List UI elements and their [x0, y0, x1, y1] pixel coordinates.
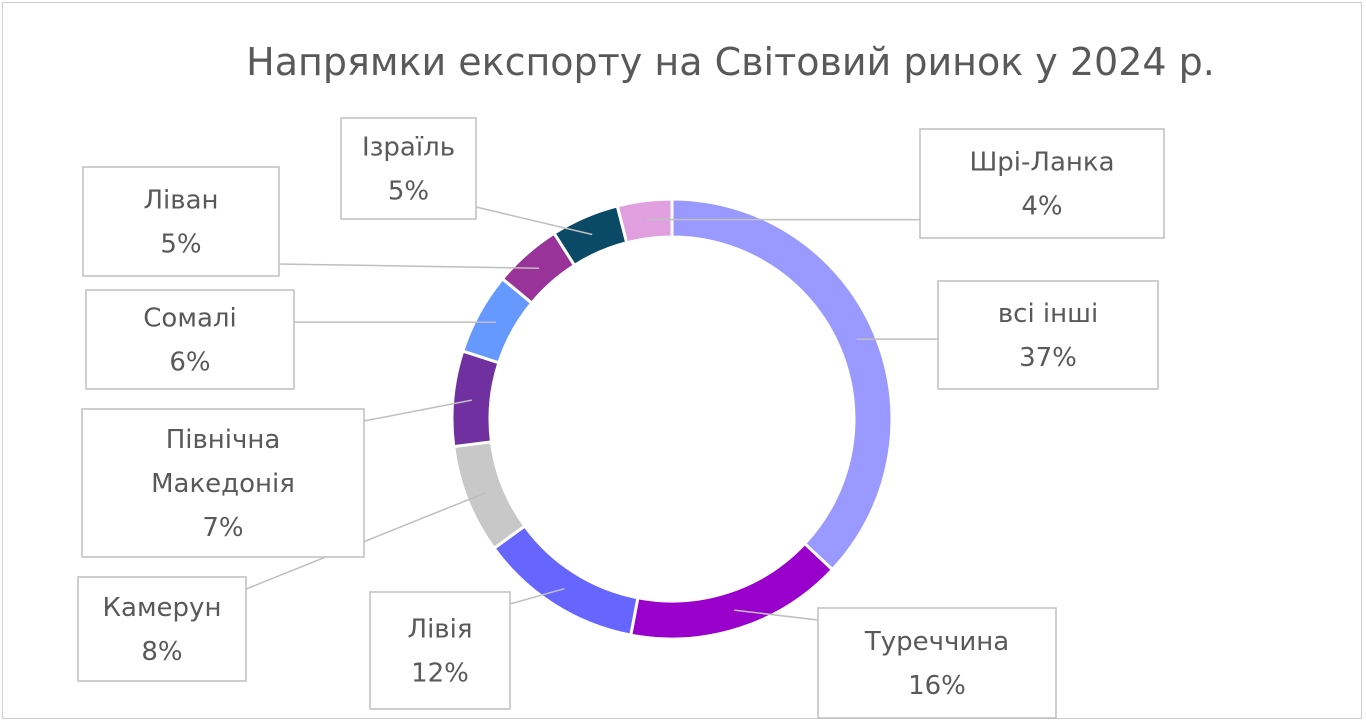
callout-box	[369, 591, 511, 710]
leader-line	[734, 609, 819, 621]
chart-title: Напрямки експорту на Світовий ринок у 20…	[246, 40, 1215, 84]
callout-box	[82, 166, 280, 277]
data-label-category: Ліван	[143, 186, 218, 216]
donut-slice	[670, 197, 894, 572]
data-label-value: 12%	[411, 659, 469, 689]
leader-line	[363, 399, 473, 422]
data-label-value: 4%	[1021, 192, 1062, 222]
data-label-category: Північна	[166, 425, 281, 455]
data-label-value: 5%	[388, 177, 429, 207]
leader-line	[509, 587, 565, 605]
data-label-value: 37%	[1019, 343, 1077, 373]
leader-line	[278, 263, 540, 269]
data-label-category: Камерун	[103, 593, 222, 623]
data-label-value: 6%	[169, 348, 210, 378]
data-labels: всі інші 37% Туреччина 16% Лівія 12% Камерун 8%…	[77, 117, 1165, 719]
data-label-category: Туреччина	[864, 627, 1009, 657]
data-label-value: 7%	[202, 513, 243, 543]
callout-box	[919, 128, 1165, 239]
callout-box	[81, 408, 365, 558]
callout-box	[937, 280, 1159, 390]
donut-slice	[615, 197, 674, 245]
data-label-category: Ізраїль	[362, 133, 455, 163]
data-label-value: 16%	[908, 671, 966, 701]
callout-box	[340, 117, 477, 220]
data-label-value: 5%	[160, 230, 201, 260]
slices	[450, 197, 894, 641]
callout-box	[817, 607, 1057, 719]
data-label-category: Лівія	[408, 615, 473, 645]
donut-slice	[491, 523, 640, 637]
leader-line	[475, 206, 593, 236]
donut-slice	[452, 440, 527, 551]
data-label-category: Македонія	[151, 469, 295, 499]
data-label-category: всі інші	[998, 299, 1098, 329]
data-label-value: 8%	[141, 637, 182, 667]
donut-slice	[629, 541, 835, 641]
callout-box	[85, 289, 295, 390]
data-label-category: Шрі-Ланка	[969, 148, 1114, 178]
callout-box	[77, 576, 247, 682]
leader-line	[245, 492, 486, 590]
donut-slice	[450, 349, 501, 449]
data-label-category: Сомалі	[143, 304, 236, 334]
leader-lines	[245, 206, 938, 621]
